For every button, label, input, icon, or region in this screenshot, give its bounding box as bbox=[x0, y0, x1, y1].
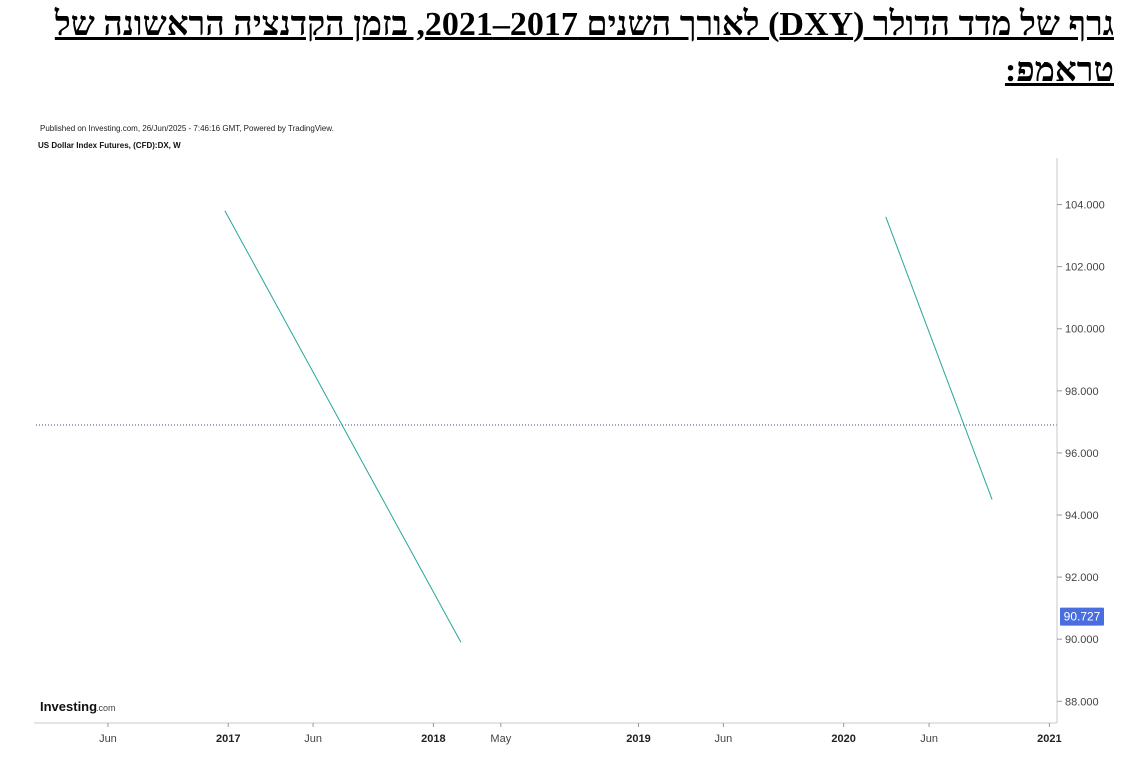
page-heading: גרף של מדד הדולר (DXY) לאורך השנים 2017–… bbox=[54, 6, 1114, 89]
time-tick-label: Jun bbox=[304, 733, 322, 745]
time-tick-label: 2021 bbox=[1037, 733, 1061, 745]
time-tick-label: 2019 bbox=[626, 733, 650, 745]
symbol-label: US Dollar Index Futures, (CFD):DX, W bbox=[38, 141, 181, 150]
price-tick-label: 104.000 bbox=[1065, 200, 1105, 212]
last-price-box bbox=[1060, 607, 1104, 626]
time-tick-label: Jun bbox=[715, 733, 733, 745]
price-tick-label: 94.000 bbox=[1065, 510, 1099, 522]
price-tick-label: 90.000 bbox=[1065, 634, 1099, 646]
time-tick-label: 2018 bbox=[421, 733, 445, 745]
price-tick-label: 92.000 bbox=[1065, 572, 1099, 584]
last-price-badge: 90.727 bbox=[1060, 607, 1104, 626]
trendlines-layer bbox=[224, 210, 993, 643]
last-price-label: 90.727 bbox=[1064, 610, 1101, 624]
price-tick-label: 88.000 bbox=[1065, 696, 1099, 708]
time-tick-label: May bbox=[490, 733, 511, 745]
published-note: Published on Investing.com, 26/Jun/2025 … bbox=[40, 124, 334, 133]
candlestick-chart: Published on Investing.com, 26/Jun/2025 … bbox=[34, 124, 1105, 745]
time-tick-label: Jun bbox=[99, 733, 117, 745]
time-tick-label: 2017 bbox=[216, 733, 240, 745]
trendline bbox=[885, 216, 993, 500]
price-tick-label: 98.000 bbox=[1065, 386, 1099, 398]
price-tick-label: 102.000 bbox=[1065, 262, 1105, 274]
time-tick-label: Jun bbox=[920, 733, 938, 745]
time-tick-label: 2020 bbox=[831, 733, 855, 745]
price-tick-label: 100.000 bbox=[1065, 324, 1105, 336]
investing-logo: Investing .com bbox=[40, 699, 116, 714]
trendline bbox=[224, 210, 462, 643]
logo-suffix: .com bbox=[96, 703, 116, 713]
price-axis: 104.000 102.000 100.000 98.000 96.000 94.000 9… bbox=[1057, 200, 1105, 708]
time-axis: Jun 2017 Jun 2018 May 2019 Jun 2020 Jun 2021 bbox=[99, 723, 1062, 745]
logo-text: Investing bbox=[40, 699, 97, 714]
price-tick-label: 96.000 bbox=[1065, 448, 1099, 460]
chart-container: Published on Investing.com, 26/Jun/2025 … bbox=[34, 118, 1128, 766]
